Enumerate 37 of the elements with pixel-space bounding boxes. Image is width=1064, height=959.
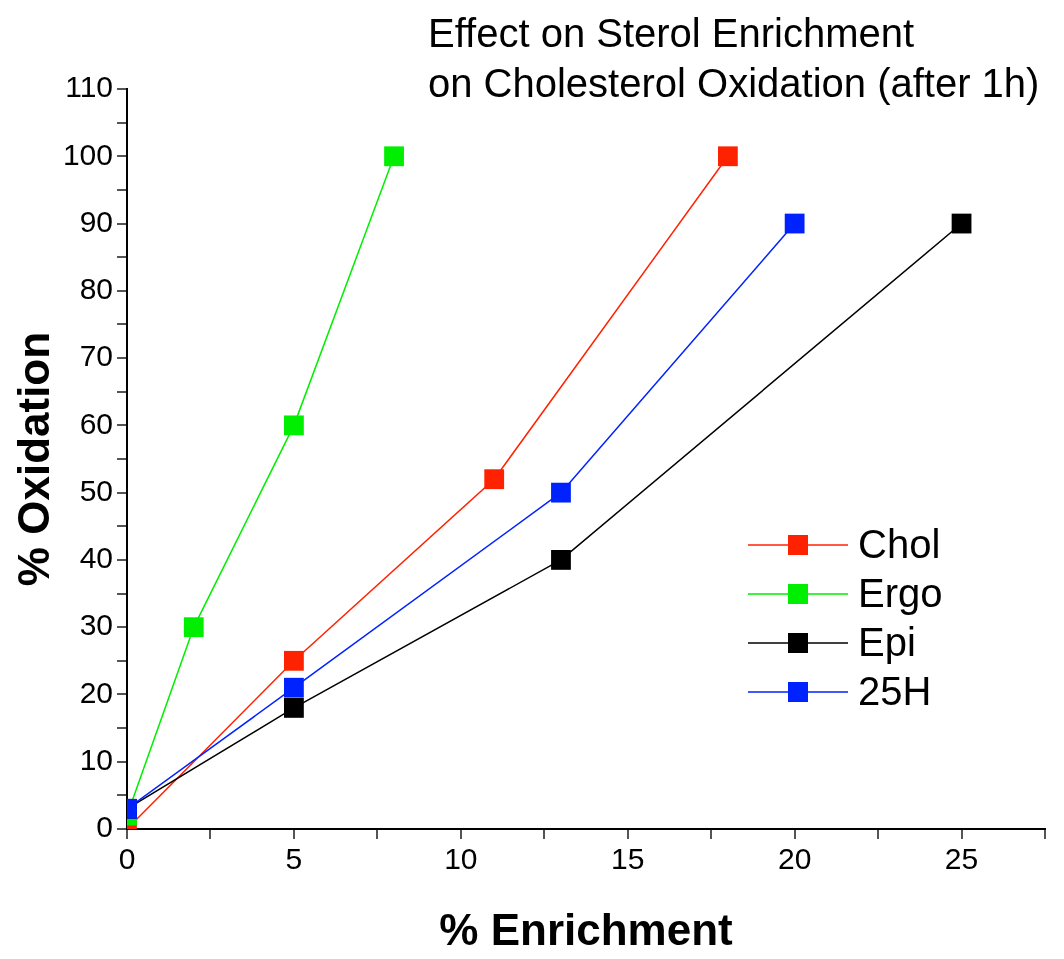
y-tick-label: 70 xyxy=(79,339,113,373)
point xyxy=(284,677,304,698)
point xyxy=(784,213,805,234)
x-axis-title: % Enrichment xyxy=(439,904,734,954)
point xyxy=(284,415,304,436)
y-tick-label: 60 xyxy=(79,406,113,440)
point xyxy=(551,482,571,503)
y-tick-label: 0 xyxy=(96,810,113,844)
y-tick-label: 20 xyxy=(79,675,113,709)
x-tick-label: 20 xyxy=(777,842,812,876)
x-tick-label: 10 xyxy=(444,842,478,876)
chart-title: Effect on Sterol Enrichment on Cholesterol Oxidation (after 1h) xyxy=(428,11,1040,105)
y-tick-label: 40 xyxy=(79,541,113,575)
x-tick-label: 25 xyxy=(944,842,979,876)
y-tick-label: 90 xyxy=(79,204,113,238)
y-tick-label: 80 xyxy=(79,272,113,306)
legend-label: Ergo xyxy=(858,571,943,616)
x-tick-label: 5 xyxy=(285,842,303,876)
y-tick-label: 50 xyxy=(79,473,113,507)
legend-label: Epi xyxy=(858,620,916,665)
point xyxy=(551,550,571,570)
point xyxy=(717,146,738,167)
legend-label: Chol xyxy=(858,522,941,567)
y-axis-title: % Oxidation xyxy=(8,331,58,587)
y-tick-label: 110 xyxy=(65,70,113,104)
legend-label: 25H xyxy=(858,669,932,714)
point xyxy=(183,617,204,638)
point xyxy=(284,650,304,671)
y-tick-label: 10 xyxy=(79,742,113,776)
x-tick-label: 15 xyxy=(611,842,645,876)
y-tick-label: 30 xyxy=(79,608,113,642)
x-tick-label: 0 xyxy=(118,842,136,876)
point xyxy=(384,146,404,167)
y-tick-label: 100 xyxy=(62,137,113,171)
point xyxy=(484,469,505,490)
point xyxy=(951,213,972,234)
point xyxy=(284,698,304,718)
